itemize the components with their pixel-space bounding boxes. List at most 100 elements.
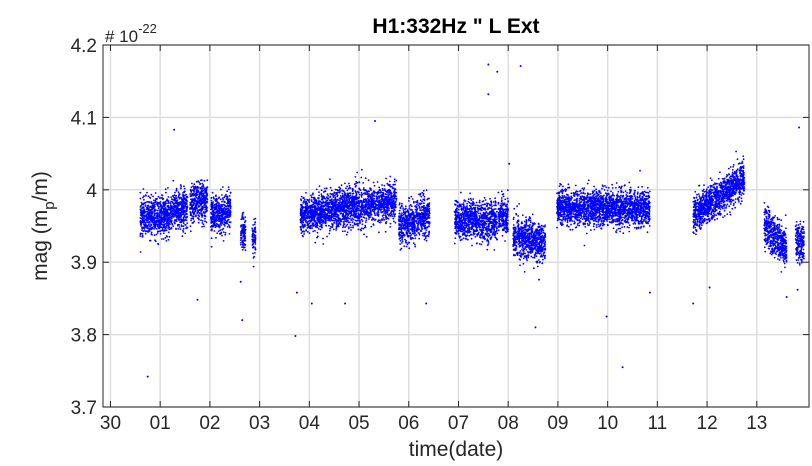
data-point bbox=[358, 208, 360, 210]
data-point bbox=[210, 213, 213, 215]
data-point bbox=[355, 182, 357, 185]
data-point bbox=[314, 207, 317, 210]
data-point bbox=[404, 223, 407, 226]
data-point bbox=[174, 205, 177, 208]
data-point bbox=[165, 240, 168, 242]
data-point bbox=[366, 193, 369, 196]
data-point bbox=[346, 223, 349, 226]
data-point bbox=[313, 224, 315, 227]
data-point bbox=[190, 200, 193, 203]
data-point bbox=[173, 202, 175, 205]
data-point bbox=[244, 216, 247, 219]
data-point bbox=[370, 196, 372, 199]
data-point bbox=[211, 228, 213, 231]
data-point bbox=[363, 213, 366, 216]
data-point bbox=[377, 207, 379, 210]
data-point bbox=[339, 195, 342, 197]
data-point bbox=[243, 243, 246, 245]
data-point bbox=[151, 221, 154, 224]
data-point bbox=[150, 201, 153, 203]
data-point bbox=[392, 203, 395, 205]
data-point bbox=[361, 223, 364, 226]
data-point bbox=[204, 198, 207, 201]
data-point bbox=[385, 221, 388, 223]
data-point bbox=[196, 203, 199, 206]
data-point bbox=[381, 206, 383, 209]
data-point bbox=[355, 191, 357, 193]
data-point bbox=[226, 216, 229, 219]
data-point bbox=[175, 215, 178, 218]
data-point bbox=[184, 216, 187, 219]
data-point bbox=[198, 196, 201, 199]
data-point bbox=[310, 196, 313, 199]
data-point bbox=[171, 217, 173, 220]
data-point bbox=[366, 213, 369, 216]
data-point bbox=[195, 189, 198, 192]
data-point bbox=[142, 203, 145, 206]
data-point bbox=[393, 197, 396, 200]
data-point bbox=[382, 217, 385, 219]
data-point bbox=[300, 198, 302, 201]
data-point bbox=[218, 232, 221, 235]
data-point bbox=[212, 201, 215, 203]
data-point bbox=[185, 209, 188, 211]
data-point bbox=[393, 178, 396, 181]
data-point bbox=[227, 208, 230, 211]
data-point bbox=[147, 227, 150, 230]
data-point bbox=[197, 180, 200, 183]
data-point bbox=[189, 211, 192, 213]
data-point bbox=[317, 216, 320, 219]
data-point bbox=[344, 193, 346, 196]
data-point bbox=[311, 227, 313, 230]
data-point bbox=[356, 201, 359, 203]
data-point bbox=[344, 203, 347, 206]
data-point bbox=[389, 190, 392, 192]
data-point bbox=[422, 208, 424, 211]
data-point bbox=[382, 193, 385, 196]
data-point bbox=[316, 213, 318, 216]
data-point bbox=[419, 194, 422, 196]
data-point bbox=[372, 206, 375, 209]
data-point bbox=[385, 199, 387, 202]
data-point bbox=[185, 213, 187, 216]
data-point bbox=[156, 232, 159, 234]
data-point bbox=[420, 226, 423, 229]
data-point bbox=[353, 215, 356, 218]
data-point bbox=[189, 202, 192, 204]
data-point bbox=[382, 189, 384, 192]
data-point bbox=[318, 191, 320, 194]
data-point bbox=[175, 210, 178, 213]
data-point bbox=[211, 210, 214, 213]
data-point bbox=[383, 197, 385, 200]
data-point bbox=[415, 210, 418, 213]
data-point bbox=[391, 204, 393, 207]
data-point bbox=[333, 210, 335, 212]
data-point bbox=[460, 191, 462, 194]
data-point bbox=[252, 224, 254, 226]
data-point bbox=[167, 213, 170, 216]
data-point bbox=[311, 216, 314, 219]
data-point bbox=[190, 217, 193, 220]
data-point bbox=[211, 191, 214, 194]
data-point bbox=[254, 243, 257, 245]
data-point bbox=[226, 226, 229, 228]
data-point bbox=[221, 211, 223, 214]
data-point bbox=[423, 220, 426, 223]
data-point bbox=[185, 205, 187, 208]
data-point bbox=[181, 225, 183, 228]
data-point bbox=[204, 211, 207, 213]
data-point bbox=[214, 207, 217, 210]
data-point bbox=[160, 197, 163, 199]
data-point bbox=[426, 217, 428, 220]
data-point bbox=[167, 187, 169, 189]
data-point bbox=[336, 191, 339, 194]
data-point bbox=[217, 215, 220, 217]
data-point bbox=[387, 209, 390, 212]
data-point bbox=[418, 202, 421, 205]
data-point bbox=[300, 232, 303, 235]
data-point bbox=[378, 231, 380, 234]
data-point bbox=[163, 223, 166, 226]
data-point bbox=[220, 232, 223, 235]
data-point bbox=[160, 204, 163, 207]
data-point bbox=[321, 220, 324, 223]
